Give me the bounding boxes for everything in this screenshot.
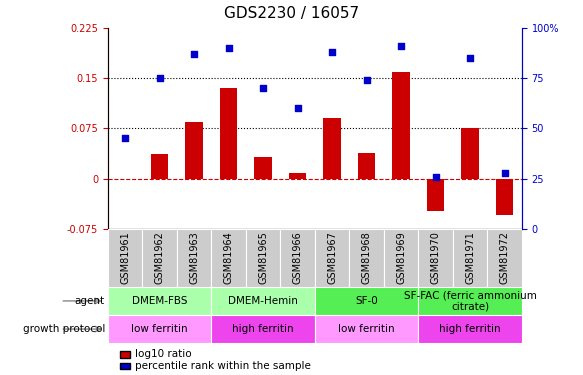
Bar (220, 88, 237, 178)
Bar (487, 229, 522, 287)
Bar (392, 72, 410, 178)
Text: GSM81964: GSM81964 (224, 231, 234, 284)
Text: high ferritin: high ferritin (439, 324, 501, 334)
Text: GSM81967: GSM81967 (327, 231, 337, 284)
Text: percentile rank within the sample: percentile rank within the sample (135, 361, 311, 371)
Text: low ferritin: low ferritin (338, 324, 395, 334)
Point (500, 170, 509, 176)
Bar (185, 122, 203, 178)
Bar (108, 229, 142, 287)
Text: GSM81971: GSM81971 (465, 231, 475, 284)
Text: agent: agent (75, 296, 105, 306)
Text: GSM81966: GSM81966 (293, 231, 303, 284)
Bar (280, 229, 315, 287)
Point (431, 174, 440, 180)
Bar (349, 229, 384, 287)
Text: GSM81963: GSM81963 (189, 231, 199, 284)
Point (224, 45, 233, 51)
Bar (211, 287, 315, 315)
Text: GSM81965: GSM81965 (258, 231, 268, 284)
Text: GSM81961: GSM81961 (120, 231, 130, 284)
Bar (289, 173, 306, 178)
Point (121, 135, 130, 141)
Bar (151, 154, 168, 178)
Text: growth protocol: growth protocol (23, 324, 105, 334)
Text: low ferritin: low ferritin (131, 324, 188, 334)
Point (155, 75, 164, 81)
Point (328, 49, 337, 55)
Bar (358, 153, 375, 178)
Bar (108, 287, 211, 315)
Bar (418, 229, 453, 287)
Point (465, 55, 475, 61)
Bar (315, 287, 418, 315)
Bar (246, 229, 280, 287)
Text: GSM81968: GSM81968 (361, 231, 371, 284)
Point (258, 86, 268, 92)
Bar (427, 178, 444, 211)
Bar (108, 315, 211, 343)
Point (189, 51, 199, 57)
Bar (461, 128, 479, 178)
Bar (211, 315, 315, 343)
Text: DMEM-FBS: DMEM-FBS (132, 296, 187, 306)
Text: SF-0: SF-0 (355, 296, 378, 306)
Bar (418, 315, 522, 343)
Bar (418, 287, 522, 315)
Text: GSM81962: GSM81962 (154, 231, 164, 284)
Bar (211, 229, 246, 287)
Text: GSM81972: GSM81972 (500, 231, 510, 284)
Point (293, 105, 302, 111)
Text: GSM81970: GSM81970 (431, 231, 441, 284)
Bar (384, 229, 418, 287)
Bar (324, 118, 340, 178)
Point (396, 43, 406, 49)
Bar (453, 229, 487, 287)
Bar (254, 157, 272, 178)
Point (362, 77, 371, 83)
Text: log10 ratio: log10 ratio (135, 349, 191, 359)
Text: high ferritin: high ferritin (232, 324, 294, 334)
Bar (315, 229, 349, 287)
Bar (496, 178, 513, 215)
Text: DMEM-Hemin: DMEM-Hemin (228, 296, 298, 306)
Bar (177, 229, 211, 287)
Bar (142, 229, 177, 287)
Text: GDS2230 / 16057: GDS2230 / 16057 (224, 6, 359, 21)
Text: SF-FAC (ferric ammonium
citrate): SF-FAC (ferric ammonium citrate) (403, 290, 536, 312)
Text: GSM81969: GSM81969 (396, 231, 406, 284)
Bar (315, 315, 418, 343)
